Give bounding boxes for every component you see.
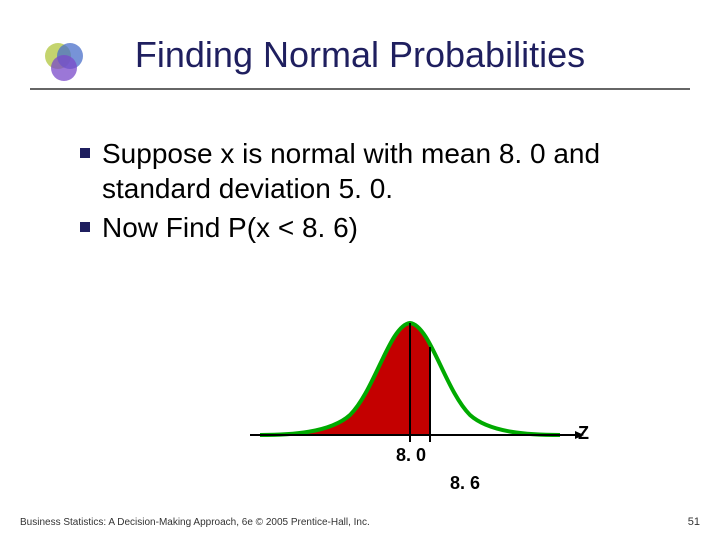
- footer-text: Business Statistics: A Decision-Making A…: [20, 517, 370, 528]
- slide-title: Finding Normal Probabilities: [40, 20, 680, 76]
- title-underline: [30, 88, 690, 90]
- normal-curve-svg: [230, 305, 590, 455]
- cutoff-tick-label: 8. 6: [450, 473, 480, 494]
- bullet-text: Suppose x is normal with mean 8. 0 and s…: [102, 136, 660, 206]
- shaded-region: [275, 323, 430, 435]
- page-number: 51: [688, 516, 700, 528]
- bullet-marker-icon: [80, 222, 90, 232]
- z-axis-label: Z: [578, 423, 589, 444]
- bullet-text: Now Find P(x < 8. 6): [102, 210, 358, 245]
- bullet-item: Suppose x is normal with mean 8. 0 and s…: [80, 136, 660, 206]
- bullet-item: Now Find P(x < 8. 6): [80, 210, 660, 245]
- logo-circles-icon: [40, 38, 88, 86]
- bullet-marker-icon: [80, 148, 90, 158]
- slide: Finding Normal Probabilities Suppose x i…: [0, 0, 720, 540]
- normal-curve-chart: Z 8. 0 8. 6: [230, 305, 590, 465]
- content-area: Suppose x is normal with mean 8. 0 and s…: [40, 136, 680, 245]
- mean-tick-label: 8. 0: [396, 445, 426, 466]
